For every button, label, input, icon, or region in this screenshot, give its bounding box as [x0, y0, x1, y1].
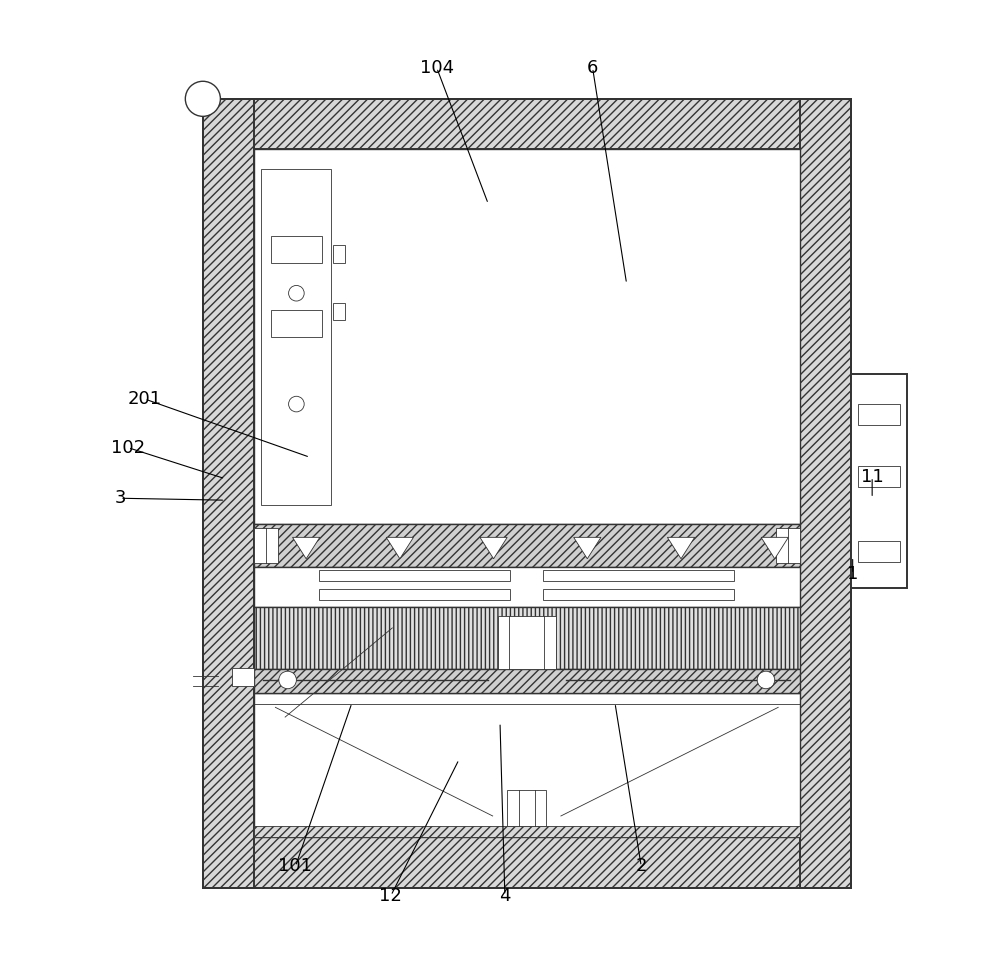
- Bar: [254, 149, 800, 525]
- Bar: [800, 99, 851, 888]
- Bar: [254, 149, 800, 837]
- Text: 104: 104: [420, 59, 454, 76]
- Polygon shape: [667, 537, 695, 559]
- Polygon shape: [292, 537, 320, 559]
- Bar: [507, 789, 546, 826]
- Bar: [319, 588, 510, 600]
- Bar: [203, 837, 851, 888]
- Text: 101: 101: [278, 858, 312, 875]
- Bar: [851, 374, 907, 588]
- Text: 11: 11: [861, 468, 884, 486]
- Bar: [271, 310, 322, 337]
- Text: 12: 12: [379, 887, 402, 905]
- Bar: [254, 568, 800, 607]
- Bar: [203, 99, 254, 888]
- Bar: [254, 693, 800, 837]
- Bar: [543, 571, 734, 581]
- Polygon shape: [574, 537, 601, 559]
- Bar: [261, 169, 331, 505]
- Bar: [254, 826, 800, 837]
- Circle shape: [289, 397, 304, 412]
- Circle shape: [279, 671, 296, 689]
- Bar: [858, 404, 900, 425]
- Bar: [543, 588, 734, 600]
- Bar: [333, 303, 345, 320]
- Bar: [271, 235, 322, 263]
- Circle shape: [185, 81, 220, 116]
- Bar: [254, 669, 800, 693]
- Bar: [254, 607, 800, 669]
- Circle shape: [289, 285, 304, 301]
- Bar: [858, 541, 900, 563]
- Bar: [498, 616, 556, 669]
- Bar: [203, 99, 851, 149]
- Text: 1: 1: [847, 566, 858, 583]
- Text: 2: 2: [636, 858, 647, 875]
- Text: 102: 102: [111, 439, 145, 456]
- Polygon shape: [480, 537, 507, 559]
- Bar: [254, 525, 800, 568]
- Text: 4: 4: [499, 887, 511, 905]
- Polygon shape: [386, 537, 413, 559]
- Text: 201: 201: [127, 390, 161, 407]
- Polygon shape: [761, 537, 788, 559]
- Bar: [232, 668, 254, 686]
- Bar: [776, 529, 800, 564]
- Bar: [203, 99, 851, 888]
- Bar: [858, 466, 900, 488]
- Bar: [333, 245, 345, 263]
- Text: 6: 6: [587, 59, 598, 76]
- Circle shape: [757, 671, 775, 689]
- Bar: [319, 571, 510, 581]
- Bar: [254, 529, 278, 564]
- Text: 3: 3: [114, 489, 126, 507]
